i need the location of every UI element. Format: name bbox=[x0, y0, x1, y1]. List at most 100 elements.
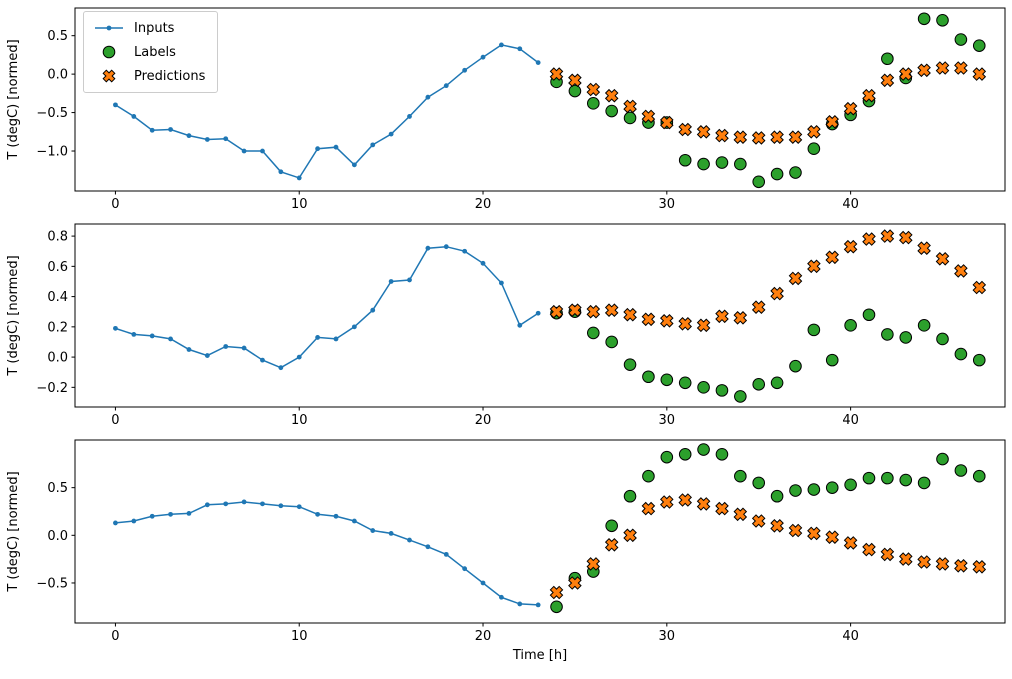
x-tick-label: 40 bbox=[842, 629, 859, 644]
labels-series bbox=[550, 305, 986, 403]
input-point bbox=[462, 248, 468, 254]
input-point bbox=[204, 137, 210, 142]
y-tick-label: 0.4 bbox=[47, 290, 68, 305]
prediction-point bbox=[825, 250, 839, 265]
y-tick-label: −0.2 bbox=[36, 381, 68, 396]
axes-frame bbox=[74, 223, 1006, 408]
input-point bbox=[168, 336, 173, 342]
input-point bbox=[351, 518, 357, 524]
prediction-point bbox=[935, 557, 950, 571]
input-point bbox=[278, 503, 284, 509]
prediction-point bbox=[641, 109, 656, 124]
prediction-point bbox=[954, 264, 968, 278]
label-point bbox=[917, 319, 931, 332]
prediction-point bbox=[880, 547, 895, 562]
inputs-line bbox=[115, 44, 539, 179]
prediction-point bbox=[788, 523, 803, 538]
label-point bbox=[642, 469, 655, 483]
label-point bbox=[605, 519, 618, 533]
input-point bbox=[535, 60, 541, 65]
x-tick-label: 0 bbox=[111, 197, 119, 212]
input-point bbox=[131, 332, 137, 337]
input-point bbox=[241, 148, 247, 154]
input-point bbox=[131, 114, 137, 119]
legend: Inputs Labels Predictions bbox=[83, 11, 219, 93]
input-point bbox=[462, 566, 468, 572]
input-point bbox=[535, 310, 541, 316]
label-point bbox=[623, 111, 637, 125]
prediction-point bbox=[678, 317, 692, 331]
label-point bbox=[807, 483, 821, 496]
label-point bbox=[587, 97, 600, 110]
prediction-point bbox=[751, 131, 766, 145]
y-tick-label: −1.0 bbox=[36, 145, 68, 160]
y-axis-label: T (degC) [normed] bbox=[6, 39, 21, 160]
inputs-line bbox=[115, 501, 539, 606]
prediction-point bbox=[972, 560, 987, 574]
label-point bbox=[917, 12, 931, 26]
input-point bbox=[443, 83, 449, 89]
y-tick-label: 0.8 bbox=[47, 230, 68, 245]
prediction-point bbox=[770, 519, 784, 533]
input-point bbox=[351, 162, 357, 168]
x-tick-label: 20 bbox=[475, 413, 492, 428]
prediction-point bbox=[862, 88, 876, 103]
prediction-point bbox=[586, 82, 601, 97]
prediction-point bbox=[586, 304, 601, 319]
inputs-line-icon bbox=[95, 25, 123, 31]
y-tick-label: −0.5 bbox=[36, 106, 68, 121]
label-point bbox=[972, 353, 986, 367]
input-point bbox=[241, 499, 247, 505]
label-point bbox=[623, 358, 637, 371]
y-axis-label: T (degC) [normed] bbox=[6, 471, 21, 592]
x-tick-label: 10 bbox=[291, 629, 308, 644]
y-tick-label: 0.2 bbox=[47, 320, 68, 335]
predictions-series bbox=[549, 493, 987, 600]
input-point bbox=[204, 353, 210, 358]
x-tick-label: 10 bbox=[291, 413, 308, 428]
x-tick-label: 20 bbox=[475, 629, 492, 644]
prediction-point bbox=[568, 73, 582, 88]
x-tick-label: 30 bbox=[659, 197, 676, 212]
prediction-point bbox=[917, 63, 931, 78]
label-point bbox=[972, 39, 986, 52]
input-point bbox=[149, 333, 155, 339]
inputs-series bbox=[113, 244, 541, 371]
input-point bbox=[186, 347, 192, 352]
input-point bbox=[315, 511, 321, 517]
label-point bbox=[715, 156, 729, 169]
input-point bbox=[223, 344, 229, 349]
label-point bbox=[936, 14, 949, 27]
label-point bbox=[660, 373, 674, 387]
prediction-point bbox=[623, 99, 637, 114]
label-point bbox=[734, 390, 747, 403]
input-point bbox=[499, 280, 504, 286]
prediction-point bbox=[660, 115, 674, 130]
prediction-point bbox=[770, 286, 784, 301]
prediction-point bbox=[899, 230, 913, 245]
prediction-point bbox=[807, 125, 821, 139]
prediction-point bbox=[770, 130, 784, 144]
input-point bbox=[425, 245, 431, 251]
input-point bbox=[315, 335, 321, 340]
input-point bbox=[260, 357, 265, 363]
label-point bbox=[936, 332, 949, 346]
label-point bbox=[862, 308, 876, 322]
input-point bbox=[370, 528, 376, 533]
prediction-point bbox=[715, 501, 729, 516]
prediction-point bbox=[825, 530, 839, 544]
inputs-series bbox=[113, 42, 541, 181]
input-point bbox=[499, 594, 504, 600]
labels-series bbox=[550, 12, 986, 189]
legend-label-inputs: Inputs bbox=[134, 20, 175, 36]
prediction-point bbox=[586, 557, 601, 571]
prediction-point bbox=[568, 303, 582, 317]
prediction-point bbox=[660, 314, 674, 328]
label-point bbox=[954, 347, 968, 361]
prediction-point bbox=[604, 88, 619, 103]
label-point bbox=[697, 443, 710, 456]
prediction-point bbox=[825, 115, 839, 129]
label-point bbox=[789, 484, 802, 497]
prediction-point bbox=[696, 497, 711, 511]
label-point bbox=[789, 166, 802, 179]
